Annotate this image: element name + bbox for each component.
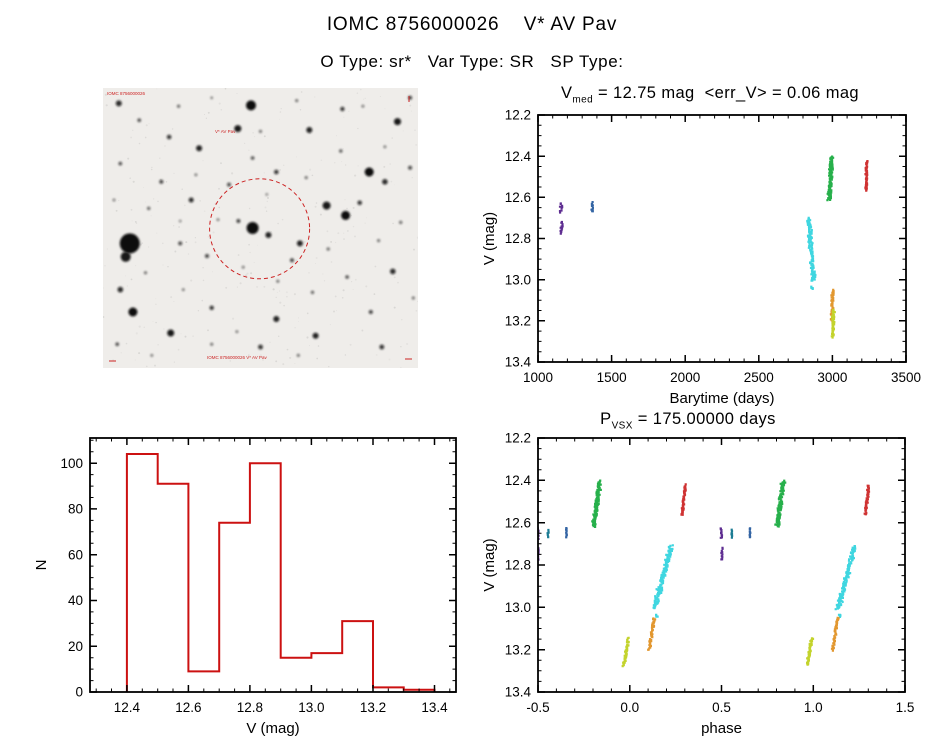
- phase-folded-labels: -0.5 0.0 0.5 1.0 1.5 12.2 12.4 12.6 12.8 13.0 13.2…: [481, 431, 914, 737]
- svg-text:80: 80: [68, 502, 83, 517]
- phase-title-post: = 175.00000 days: [632, 410, 776, 428]
- phase-folded-axes: [537, 437, 906, 693]
- svg-text:13.2: 13.2: [360, 700, 386, 715]
- histogram-labels: 12.4 12.6 12.8 13.0 13.2 13.4 0 20 40 60 80 100 V (m…: [33, 456, 448, 737]
- y-axis-label: V (mag): [481, 212, 498, 265]
- svg-text:40: 40: [68, 593, 83, 608]
- series-epoch-4-green: [826, 155, 835, 202]
- page-subtitle: O Type: sr* Var Type: SR SP Type:: [320, 52, 624, 71]
- svg-text:3500: 3500: [891, 370, 921, 385]
- finder-annotation-topleft: IOMC 8756000026: [107, 91, 146, 96]
- svg-text:12.8: 12.8: [505, 558, 531, 573]
- svg-text:13.2: 13.2: [505, 313, 531, 328]
- lightcurve-title-post: = 12.75 mag <err_V> = 0.06 mag: [593, 84, 860, 102]
- phase-folded-plot: -0.5 0.0 0.5 1.0 1.5 12.2 12.4 12.6 12.8 13.0 13.2…: [481, 431, 914, 737]
- finder-chart: IOMC 8756000026 V* AV Pav IOMC 875600002…: [103, 88, 418, 368]
- histogram-axes: [89, 437, 457, 693]
- svg-text:12.8: 12.8: [237, 700, 263, 715]
- svg-text:1000: 1000: [523, 370, 553, 385]
- svg-text:2000: 2000: [670, 370, 700, 385]
- lightcurve-axes: [537, 114, 907, 363]
- series-epoch-2-blue: [565, 527, 752, 539]
- finder-annotation-bottom: IOMC 8756000026 V* AV Pav: [207, 355, 267, 360]
- svg-text:13.0: 13.0: [505, 272, 531, 287]
- svg-text:13.0: 13.0: [505, 600, 531, 615]
- histogram-outline: [125, 453, 436, 692]
- series-epoch-7-red: [680, 483, 871, 516]
- star-field-image: [103, 88, 418, 368]
- page-title: IOMC 8756000026 V* AV Pav: [326, 14, 618, 35]
- svg-text:12.4: 12.4: [505, 473, 532, 488]
- phase-title-sub: VSX: [611, 420, 633, 432]
- x-axis-label: V (mag): [246, 720, 299, 737]
- series-epoch-1-purple: [558, 202, 564, 235]
- svg-text:0.0: 0.0: [620, 700, 639, 715]
- svg-text:13.2: 13.2: [505, 642, 531, 657]
- x-axis-label: Barytime (days): [669, 390, 774, 407]
- svg-text:12.2: 12.2: [505, 108, 531, 123]
- lightcurve-plot: 1000 1500 2000 2500 3000 3500 12.2 12.4 12.6 12.8…: [481, 108, 921, 407]
- series-epoch-teal: [546, 528, 734, 539]
- svg-text:100: 100: [60, 456, 83, 471]
- svg-text:12.4: 12.4: [114, 700, 141, 715]
- svg-text:12.2: 12.2: [505, 431, 531, 446]
- svg-text:1.0: 1.0: [804, 700, 823, 715]
- svg-text:20: 20: [68, 639, 83, 654]
- svg-text:12.6: 12.6: [505, 515, 531, 530]
- lightcurve-title-pre: V: [560, 84, 573, 102]
- svg-text:3000: 3000: [817, 370, 847, 385]
- stars: [112, 95, 415, 357]
- x-axis-label: phase: [701, 720, 742, 737]
- series-epoch-3-cyan: [652, 544, 857, 618]
- series-epoch-1-purple: [538, 527, 724, 561]
- series-epoch-4-green: [591, 479, 787, 528]
- svg-text:13.4: 13.4: [421, 700, 448, 715]
- phase-folded-data: [538, 479, 871, 668]
- corner-marks: [109, 96, 412, 362]
- series-epoch-6-yellow: [830, 308, 836, 339]
- svg-text:2500: 2500: [744, 370, 774, 385]
- series-epoch-2-blue: [590, 201, 594, 213]
- svg-text:0.5: 0.5: [712, 700, 731, 715]
- svg-text:12.6: 12.6: [175, 700, 201, 715]
- series-epoch-7-red: [864, 160, 869, 192]
- svg-text:60: 60: [68, 547, 83, 562]
- target-circle-marker: [209, 178, 311, 280]
- svg-text:13.4: 13.4: [505, 685, 532, 700]
- svg-text:13.0: 13.0: [298, 700, 324, 715]
- finder-annotation-target: V* AV Pav: [215, 129, 236, 134]
- lightcurve-title: Vmed = 12.75 mag <err_V> = 0.06 mag: [460, 84, 944, 105]
- lightcurve-title-sub: med: [572, 94, 594, 106]
- series-epoch-3-cyan: [806, 216, 817, 290]
- svg-text:12.6: 12.6: [505, 190, 531, 205]
- film-grain: [103, 88, 418, 368]
- svg-text:12.4: 12.4: [505, 149, 532, 164]
- svg-text:13.4: 13.4: [505, 355, 532, 370]
- svg-text:12.8: 12.8: [505, 231, 531, 246]
- phase-plot-title: PVSX = 175.00000 days: [438, 410, 938, 431]
- lightcurve-labels: 1000 1500 2000 2500 3000 3500 12.2 12.4 12.6 12.8…: [481, 108, 921, 407]
- histogram-data: [125, 453, 436, 692]
- svg-text:1500: 1500: [597, 370, 627, 385]
- svg-text:-0.5: -0.5: [526, 700, 549, 715]
- phase-title-pre: P: [600, 410, 612, 428]
- histogram-plot: 12.4 12.6 12.8 13.0 13.2 13.4 0 20 40 60 80 100 V (m…: [33, 437, 457, 737]
- svg-text:0: 0: [75, 685, 83, 700]
- y-axis-label: V (mag): [481, 538, 498, 591]
- y-axis-label: N: [33, 560, 50, 571]
- lightcurve-data: [558, 155, 869, 339]
- svg-text:1.5: 1.5: [896, 700, 915, 715]
